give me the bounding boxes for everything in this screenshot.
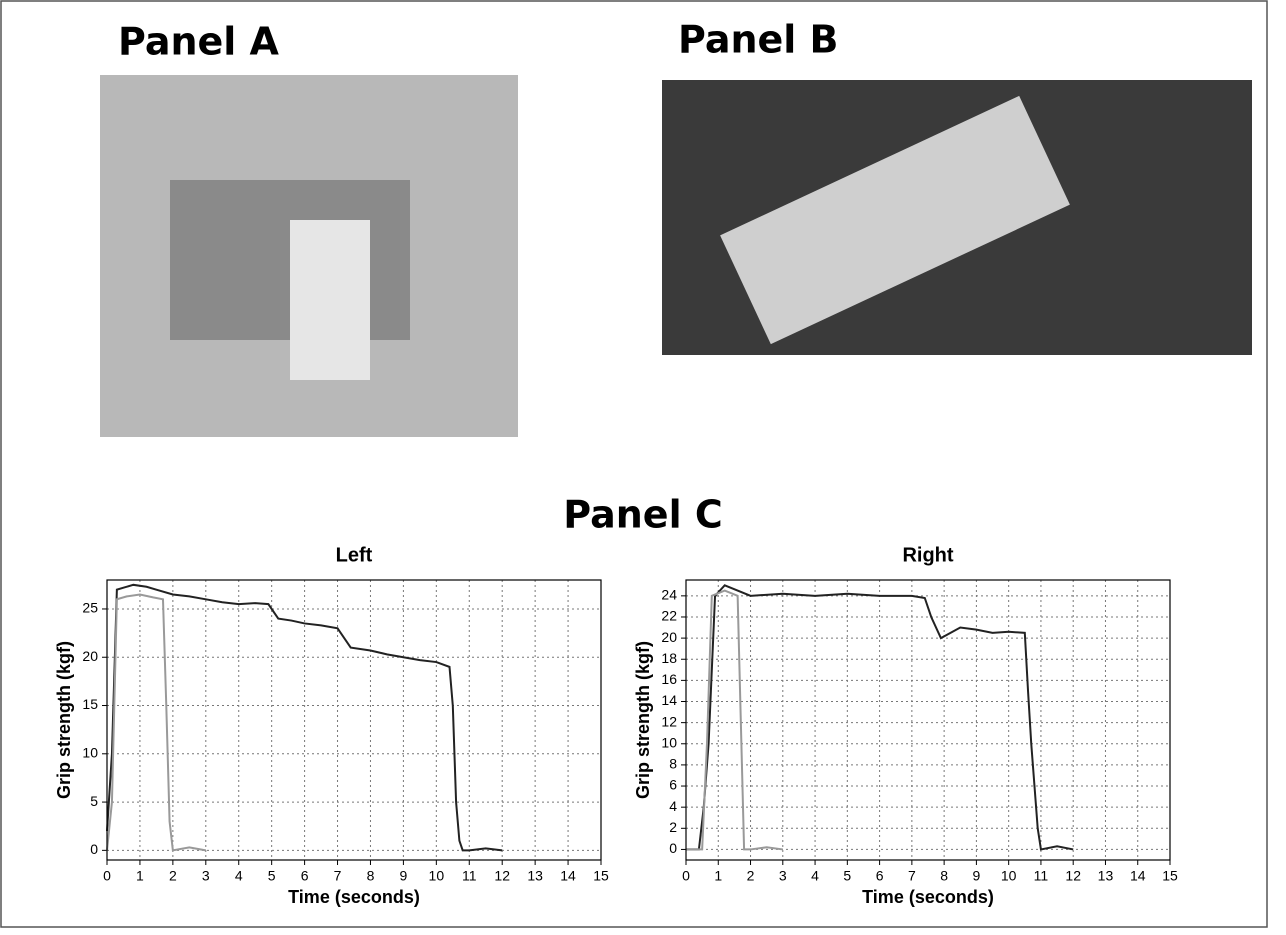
x-tick-label: 11: [462, 868, 477, 884]
y-tick-label: 8: [669, 756, 677, 772]
y-tick-label: 24: [661, 587, 677, 603]
photo-a-device: [290, 220, 370, 380]
x-tick-label: 15: [593, 868, 609, 884]
plot-area: [107, 580, 601, 860]
y-tick-label: 0: [669, 840, 677, 856]
x-tick-label: 4: [811, 868, 819, 884]
x-tick-label: 2: [747, 868, 755, 884]
plot-area: [686, 580, 1170, 860]
x-tick-label: 5: [268, 868, 276, 884]
figure: Panel A Panel B Panel C 0123456789101112…: [0, 0, 1286, 930]
y-tick-label: 10: [661, 734, 677, 750]
y-tick-label: 16: [661, 671, 677, 687]
x-tick-label: 6: [301, 868, 309, 884]
x-tick-label: 3: [202, 868, 210, 884]
y-tick-label: 25: [82, 600, 98, 616]
panel-b-label: Panel B: [678, 18, 839, 62]
x-tick-label: 0: [103, 868, 111, 884]
x-tick-label: 11: [1034, 868, 1049, 884]
y-tick-label: 15: [82, 696, 98, 712]
chart-title: Right: [902, 544, 953, 566]
y-axis-label: Grip strength (kgf): [54, 641, 74, 799]
y-tick-label: 12: [661, 713, 677, 729]
y-tick-label: 20: [661, 629, 677, 645]
x-tick-label: 8: [367, 868, 375, 884]
x-tick-label: 12: [494, 868, 510, 884]
y-axis-label: Grip strength (kgf): [633, 641, 653, 799]
x-tick-label: 4: [235, 868, 243, 884]
x-tick-label: 9: [400, 868, 408, 884]
x-tick-label: 14: [560, 868, 576, 884]
x-tick-label: 5: [843, 868, 851, 884]
x-tick-label: 13: [1098, 868, 1114, 884]
x-tick-label: 9: [973, 868, 981, 884]
x-tick-label: 10: [1001, 868, 1017, 884]
x-tick-label: 12: [1065, 868, 1081, 884]
x-tick-label: 14: [1130, 868, 1146, 884]
y-tick-label: 5: [90, 793, 98, 809]
x-tick-label: 3: [779, 868, 787, 884]
x-tick-label: 0: [682, 868, 690, 884]
x-tick-label: 10: [429, 868, 445, 884]
x-tick-label: 13: [527, 868, 543, 884]
x-tick-label: 6: [876, 868, 884, 884]
x-tick-label: 2: [169, 868, 177, 884]
x-tick-label: 7: [334, 868, 342, 884]
x-axis-label: Time (seconds): [862, 887, 994, 907]
x-tick-label: 15: [1162, 868, 1178, 884]
y-tick-label: 0: [90, 841, 98, 857]
x-tick-label: 1: [136, 868, 144, 884]
y-tick-label: 18: [661, 650, 677, 666]
panel-c-label: Panel C: [563, 493, 722, 537]
x-tick-label: 1: [714, 868, 722, 884]
chart-title: Left: [336, 544, 373, 566]
panel-a-label: Panel A: [118, 20, 280, 64]
x-tick-label: 8: [940, 868, 948, 884]
y-tick-label: 22: [661, 608, 677, 624]
y-tick-label: 2: [669, 819, 677, 835]
y-tick-label: 10: [82, 744, 98, 760]
y-tick-label: 14: [661, 692, 677, 708]
x-tick-label: 7: [908, 868, 916, 884]
y-tick-label: 20: [82, 648, 98, 664]
y-tick-label: 6: [669, 777, 677, 793]
y-tick-label: 4: [669, 798, 677, 814]
x-axis-label: Time (seconds): [288, 887, 420, 907]
